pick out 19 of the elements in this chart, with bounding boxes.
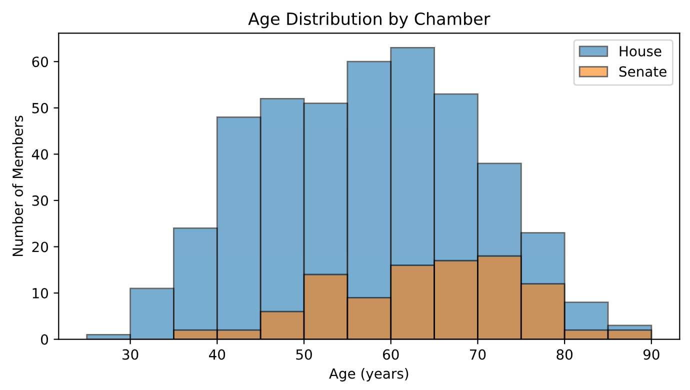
x-tick-label: 30 [122, 349, 138, 360]
y-tick-label: 20 [32, 242, 48, 252]
x-tick-label: 70 [470, 349, 486, 360]
y-tick-label: 50 [32, 102, 48, 114]
x-tick-label: 80 [556, 349, 572, 360]
x-axis-title: Age (years) [329, 368, 408, 382]
y-tick-label: 40 [32, 149, 48, 160]
x-tick-label: 90 [643, 349, 660, 360]
legend-label: House [620, 46, 662, 56]
legend-label: Senate [619, 66, 666, 77]
x-tick-label: 60 [382, 349, 399, 360]
y-tick-label: 30 [32, 195, 48, 206]
y-axis-title: Number of Members [12, 116, 24, 256]
y-tick-label: 10 [32, 288, 48, 298]
chart-title: Age Distribution by Chamber [248, 12, 490, 28]
x-tick-label: 40 [209, 349, 226, 360]
x-tick-label: 50 [296, 349, 312, 360]
y-tick-label: 60 [32, 56, 48, 68]
y-tick-label: 0 [41, 334, 48, 345]
